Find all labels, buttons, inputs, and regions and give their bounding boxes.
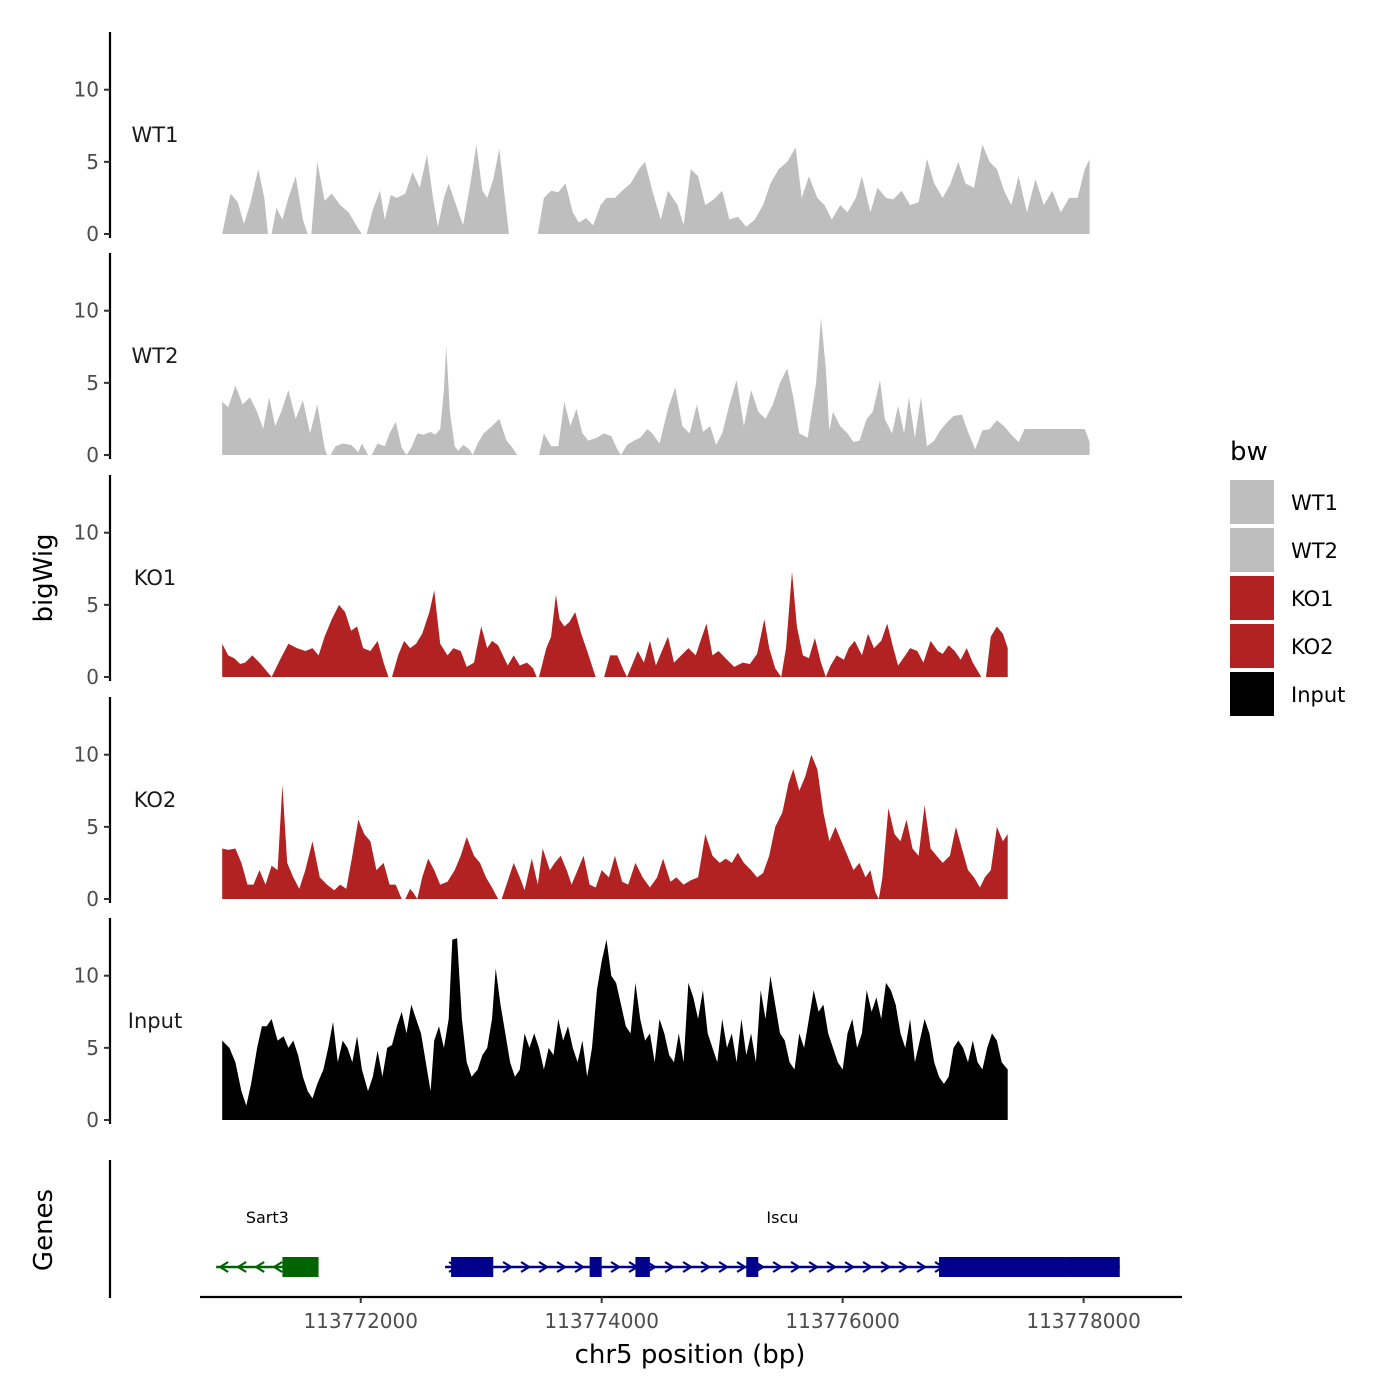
strand-chevron (880, 1261, 892, 1273)
strand-chevron (736, 1261, 748, 1273)
strand-chevron (610, 1261, 622, 1273)
panel-label-ko2: KO2 (134, 788, 177, 812)
area-wt1 (222, 144, 1090, 234)
area-ko1 (222, 571, 1008, 677)
strand-chevron (272, 1261, 283, 1273)
y-axis-title: bigWig (29, 533, 59, 622)
strand-chevron (700, 1261, 712, 1273)
y-tick-label: 0 (86, 1108, 99, 1132)
legend-swatch-wt1 (1230, 480, 1274, 524)
legend-title: bw (1230, 437, 1268, 467)
strand-chevron (218, 1261, 229, 1273)
x-tick-label: 113776000 (785, 1309, 900, 1333)
x-tick-label: 113774000 (544, 1309, 659, 1333)
y-tick-label: 5 (86, 150, 99, 174)
x-axis: 113772000 113774000 113776000 113778000 (200, 1295, 1182, 1333)
strand-chevron (898, 1261, 910, 1273)
panel-ko1: 0 5 10 KO1 (74, 475, 1008, 689)
y-tick-label: 0 (86, 665, 99, 689)
y-tick-label: 5 (86, 1036, 99, 1060)
gene-exon (282, 1257, 319, 1277)
panel-wt1: 0 5 10 WT1 (74, 32, 1090, 246)
area-wt2 (222, 317, 1090, 455)
panel-label-wt1: WT1 (132, 123, 179, 147)
gene-exon (589, 1257, 602, 1277)
strand-chevron (520, 1261, 532, 1273)
legend-label-wt2: WT2 (1291, 539, 1338, 563)
strand-chevron (772, 1261, 784, 1273)
legend-label-ko2: KO2 (1291, 635, 1334, 659)
panel-label-ko1: KO1 (134, 566, 177, 590)
legend: bw WT1 WT2 KO1 KO2 Input (1230, 437, 1345, 716)
gene-exon (1065, 1257, 1120, 1277)
area-input (222, 938, 1008, 1120)
panel-ko2: 0 5 10 KO2 (74, 697, 1008, 911)
gene-sart3: Sart3 (216, 1208, 319, 1277)
strand-chevron (254, 1261, 265, 1273)
x-tick-label: 113778000 (1026, 1309, 1141, 1333)
x-tick-label: 113772000 (303, 1309, 418, 1333)
strand-chevron (538, 1261, 550, 1273)
gene-label: Iscu (766, 1208, 798, 1227)
strand-chevron (502, 1261, 514, 1273)
y-tick-label: 10 (74, 299, 99, 323)
strand-chevron (790, 1261, 802, 1273)
panel-input: 0 5 10 Input (74, 918, 1008, 1132)
strand-chevron (574, 1261, 586, 1273)
y-tick-label: 10 (74, 78, 99, 102)
panel-label-wt2: WT2 (132, 344, 179, 368)
strand-chevron (916, 1261, 928, 1273)
panel-label-input: Input (128, 1009, 182, 1033)
strand-chevron (664, 1261, 676, 1273)
y-tick-label: 0 (86, 222, 99, 246)
legend-swatch-ko1 (1230, 576, 1274, 620)
legend-label-input: Input (1291, 683, 1345, 707)
gene-exon (746, 1257, 759, 1277)
y-tick-label: 10 (74, 521, 99, 545)
y-tick-label: 0 (86, 887, 99, 911)
gene-exon (451, 1257, 494, 1277)
gene-exon (635, 1257, 650, 1277)
y-tick-label: 5 (86, 371, 99, 395)
track-panels: 0 5 10 WT1 0 5 10 WT2 0 5 10 KO1 0 5 10 KO2 0 5 10 Input (74, 32, 1090, 1132)
strand-chevron (718, 1261, 730, 1273)
y-tick-label: 10 (74, 743, 99, 767)
x-axis-title: chr5 position (bp) (575, 1340, 806, 1370)
strand-chevron (862, 1261, 874, 1273)
panel-wt2: 0 5 10 WT2 (74, 253, 1090, 467)
legend-swatch-wt2 (1230, 528, 1274, 572)
strand-chevron (236, 1261, 247, 1273)
gene-panel: Sart3 Iscu (108, 1160, 1120, 1298)
y-tick-label: 5 (86, 815, 99, 839)
y-tick-label: 0 (86, 443, 99, 467)
legend-swatch-ko2 (1230, 624, 1274, 668)
area-ko2 (222, 754, 1008, 899)
strand-chevron (808, 1261, 820, 1273)
y-tick-label: 5 (86, 593, 99, 617)
strand-chevron (826, 1261, 838, 1273)
legend-label-wt1: WT1 (1291, 491, 1338, 515)
gene-iscu: Iscu (445, 1208, 1120, 1277)
genes-panel-title: Genes (29, 1189, 59, 1271)
legend-label-ko1: KO1 (1291, 587, 1334, 611)
strand-chevron (556, 1261, 568, 1273)
gene-exon (939, 1257, 1066, 1277)
legend-swatch-input (1230, 672, 1274, 716)
y-tick-label: 10 (74, 964, 99, 988)
gene-label: Sart3 (246, 1208, 289, 1227)
strand-chevron (682, 1261, 694, 1273)
strand-chevron (844, 1261, 856, 1273)
